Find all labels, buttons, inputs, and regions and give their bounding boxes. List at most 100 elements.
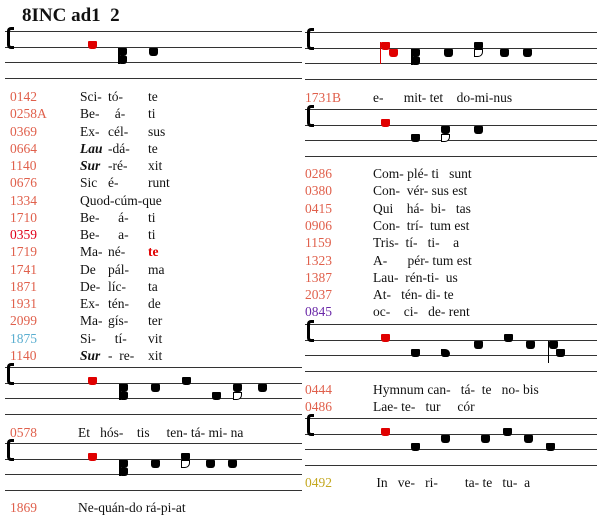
chant-number[interactable]: 1710: [10, 209, 37, 225]
neume-note: [500, 49, 509, 58]
staff-line: [5, 413, 302, 415]
lyric-syllable: líc-: [108, 278, 126, 294]
staff-line: [305, 464, 597, 466]
lyric-syllable: De: [80, 261, 96, 277]
chant-number[interactable]: 0486: [305, 399, 332, 414]
neume-note: [119, 468, 128, 476]
neume-note: [149, 48, 158, 57]
neume-note: [381, 118, 390, 127]
lyric-text: Qui há- bi- tas: [373, 200, 471, 216]
lyric-syllable: de: [148, 296, 161, 311]
chant-number[interactable]: 0492: [305, 475, 332, 490]
text-row: 1719 Ma-né-te: [10, 243, 300, 260]
text-row: 0142 Sci-tó-te: [10, 88, 300, 105]
lyric-syllable: Be-: [80, 209, 100, 225]
staff-line: [305, 32, 597, 33]
neume-note: [411, 349, 420, 357]
neume-note: [546, 443, 555, 451]
text-row: 0845 oc- ci- de- rent: [305, 303, 595, 320]
chant-number[interactable]: 1741: [10, 261, 37, 277]
lyric-syllable: né-: [108, 244, 126, 260]
staff: [5, 363, 302, 415]
chant-number[interactable]: 1931: [10, 296, 37, 311]
chant-number[interactable]: 0142: [10, 89, 37, 104]
text-row: 1140 Sur -ré-xit: [10, 157, 300, 174]
chant-number[interactable]: 0415: [305, 200, 332, 216]
neume-note: [474, 49, 483, 58]
lyric-syllable: ta: [148, 278, 158, 294]
chant-number[interactable]: 1334: [10, 192, 37, 208]
chant-number[interactable]: 0380: [305, 183, 332, 199]
c-clef-icon: [7, 27, 14, 49]
chant-number[interactable]: 1387: [305, 269, 332, 285]
lyric-syllable: Ex-: [80, 123, 100, 139]
chant-number[interactable]: 0578: [10, 425, 37, 440]
staff-line: [305, 140, 597, 141]
chant-number[interactable]: 0906: [305, 217, 332, 233]
chant-number[interactable]: 0444: [305, 382, 332, 397]
lyric-syllable: cél-: [108, 123, 129, 139]
lyric-syllable: Ex-: [80, 296, 100, 311]
staff-line: [5, 46, 302, 48]
staff: [305, 414, 597, 466]
staff-line: [305, 324, 597, 325]
text-row: 0578 Et hós- tis ten- tá- mi- na: [10, 424, 300, 441]
lyric-syllable: xit: [148, 158, 163, 173]
text-row: 0492 In ve- ri- ta- te tu- a: [305, 474, 595, 491]
text-row: 0676 Sic é-runt: [10, 174, 300, 191]
staff: [305, 105, 597, 157]
chant-number[interactable]: 0369: [10, 123, 37, 139]
lyric-syllable: xit: [148, 347, 163, 363]
chant-number[interactable]: 1140: [10, 347, 37, 363]
neume-note: [474, 126, 483, 135]
chant-number[interactable]: 2099: [10, 313, 37, 329]
chant-number[interactable]: 0258A: [10, 106, 47, 122]
staff-line: [5, 367, 302, 368]
pes-connector: [118, 48, 120, 64]
neume-note: [119, 384, 128, 393]
neume-note: [411, 134, 420, 142]
chant-number[interactable]: 1159: [305, 235, 332, 251]
text-row: 0258A Be- á-ti: [10, 105, 300, 122]
lyric-syllable: -dá-: [108, 140, 130, 156]
lyric-text: Lae- te- tur cór: [373, 399, 475, 414]
neume-note: [381, 333, 390, 342]
lyric-syllable: te: [148, 89, 158, 104]
text-row: 1875 Si- tí-vit: [10, 330, 300, 347]
pes-connector: [119, 384, 121, 400]
chant-number[interactable]: 1140: [10, 158, 37, 173]
chant-number[interactable]: 0664: [10, 140, 37, 156]
neume-note: [411, 443, 420, 451]
c-clef-icon: [307, 105, 314, 127]
text-row: 1710 Be- á-ti: [10, 209, 300, 226]
chant-number[interactable]: 1323: [305, 252, 332, 268]
chant-number[interactable]: 0676: [10, 175, 37, 191]
lyric-text: Lau- rén-ti- us: [373, 269, 458, 285]
lyric-syllable: ti: [148, 227, 156, 242]
chant-number[interactable]: 2037: [305, 287, 332, 303]
staff-line: [305, 63, 597, 64]
text-row: 0359 Be- a-ti: [10, 226, 300, 243]
chant-number[interactable]: 1871: [10, 278, 37, 294]
chant-number[interactable]: 1731B: [305, 90, 342, 105]
chant-number[interactable]: 0359: [10, 227, 37, 242]
staff-line: [5, 382, 302, 384]
staff-line: [305, 109, 597, 110]
staff-line: [305, 47, 597, 49]
staff-line: [5, 398, 302, 399]
neume-note: [151, 384, 160, 393]
text-row: 0369 Ex-cél-sus: [10, 123, 300, 140]
chant-number[interactable]: 1719: [10, 244, 37, 260]
chant-number[interactable]: 1875: [10, 330, 37, 346]
chant-number[interactable]: 1869: [10, 500, 37, 515]
neume-note: [474, 341, 483, 350]
staff: [5, 439, 302, 491]
lyric-syllable: tén-: [108, 296, 129, 311]
chant-number[interactable]: 0845: [305, 304, 332, 320]
c-clef-icon: [307, 414, 314, 436]
chant-number[interactable]: 0286: [305, 166, 332, 181]
neume-note: [206, 460, 215, 469]
lyric-syllable: Quod-cúm-que: [80, 192, 162, 208]
lyric-syllable: Sci-: [80, 89, 102, 104]
lyric-syllable: a-: [108, 227, 129, 242]
